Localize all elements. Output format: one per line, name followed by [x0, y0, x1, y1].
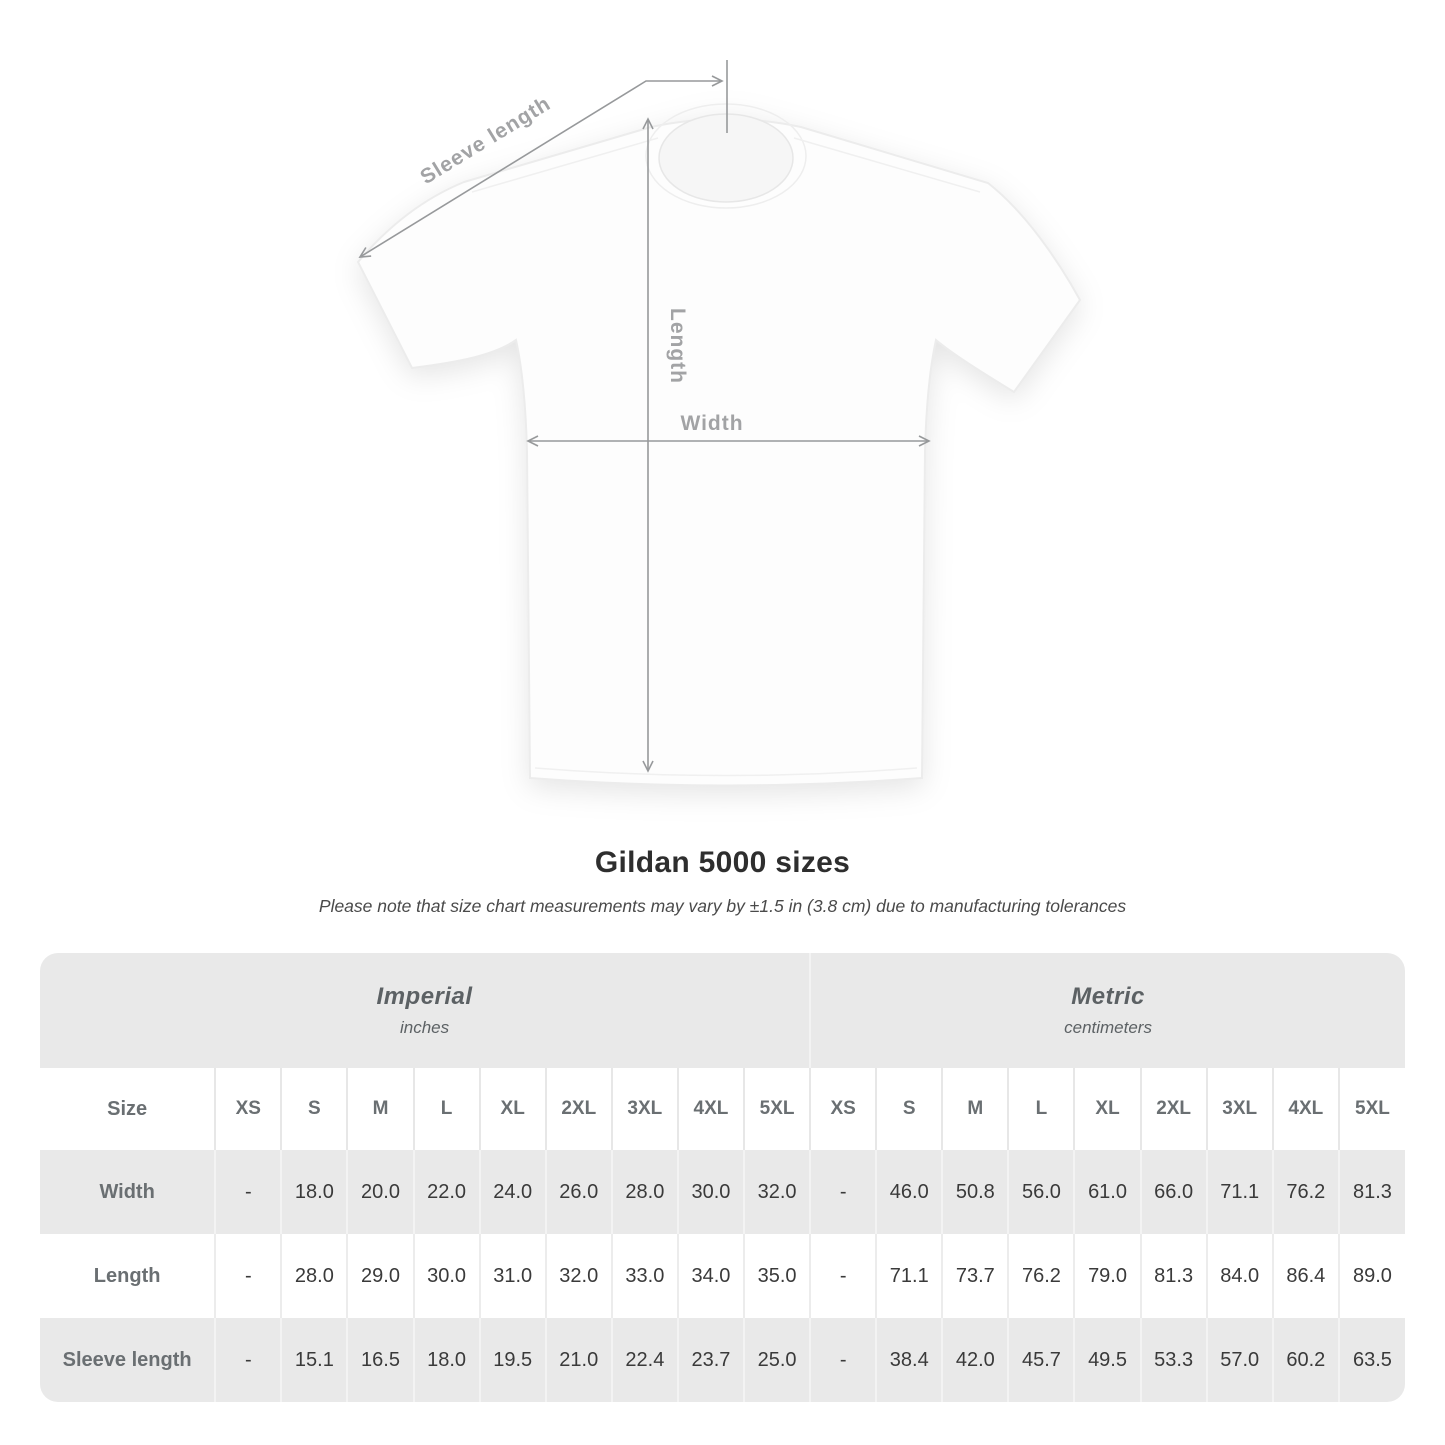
tolerance-note: Please note that size chart measurements… [318, 896, 1127, 916]
size-col-header-imperial-s: S [280, 1068, 348, 1150]
length-imperial-5xl: 35.0 [742, 1234, 811, 1318]
sleeve-metric-s: 38.4 [875, 1318, 943, 1402]
size-col-header-metric-4xl: 4XL [1271, 1068, 1339, 1150]
right-shoulder-seam [793, 137, 981, 193]
row-label-width: Width [99, 1180, 155, 1203]
length-imperial-2xl: 32.0 [544, 1234, 612, 1318]
size-col-header-imperial-m: M [346, 1068, 414, 1150]
sleeve-imperial-2xl: 21.0 [544, 1318, 612, 1402]
length-imperial-xl: 31.0 [478, 1234, 546, 1318]
width-label: Width [680, 412, 743, 435]
length-imperial-m: 29.0 [346, 1234, 414, 1318]
width-metric-l: 56.0 [1007, 1150, 1075, 1234]
size-col-header-metric-m: M [941, 1068, 1009, 1150]
width-metric-3xl: 71.1 [1205, 1150, 1273, 1234]
width-metric-5xl: 81.3 [1337, 1150, 1405, 1234]
table-row-width: Width - 18.0 20.0 22.0 24.0 26.0 28.0 30… [40, 1150, 1405, 1234]
length-metric-l: 76.2 [1007, 1234, 1075, 1318]
table-row-sleeve-length: Sleeve length - 15.1 16.5 18.0 19.5 21.0… [40, 1318, 1405, 1402]
imperial-group-header: Imperial inches [40, 953, 810, 1068]
width-imperial-s: 18.0 [280, 1150, 348, 1234]
size-col-header-metric-xl: XL [1073, 1068, 1141, 1150]
collar-neck-hole [658, 113, 794, 203]
width-imperial-4xl: 30.0 [676, 1150, 744, 1234]
unit-group-header-row: Imperial inches Metric centimeters [40, 953, 1405, 1068]
hem-seam [534, 767, 918, 777]
sleeve-imperial-3xl: 22.4 [610, 1318, 678, 1402]
length-imperial-4xl: 34.0 [676, 1234, 744, 1318]
width-metric-xs: - [809, 1150, 877, 1234]
length-imperial-l: 30.0 [412, 1234, 480, 1318]
size-col-header-metric-l: L [1007, 1068, 1075, 1150]
sleeve-imperial-xs: - [214, 1318, 282, 1402]
width-imperial-m: 20.0 [346, 1150, 414, 1234]
sleeve-metric-3xl: 57.0 [1205, 1318, 1273, 1402]
sleeve-metric-4xl: 60.2 [1271, 1318, 1339, 1402]
width-imperial-xs: - [214, 1150, 282, 1234]
width-imperial-5xl: 32.0 [742, 1150, 811, 1234]
size-col-header-imperial-xl: XL [478, 1068, 546, 1150]
size-col-header-imperial-4xl: 4XL [676, 1068, 744, 1150]
length-metric-5xl: 89.0 [1337, 1234, 1405, 1318]
length-metric-s: 71.1 [875, 1234, 943, 1318]
sleeve-imperial-5xl: 25.0 [742, 1318, 811, 1402]
length-metric-2xl: 81.3 [1139, 1234, 1207, 1318]
size-col-header-metric-2xl: 2XL [1139, 1068, 1207, 1150]
row-label-sleeve-length: Sleeve length [62, 1348, 192, 1371]
length-metric-xl: 79.0 [1073, 1234, 1141, 1318]
length-imperial-s: 28.0 [280, 1234, 348, 1318]
length-imperial-xs: - [214, 1234, 282, 1318]
length-imperial-3xl: 33.0 [610, 1234, 678, 1318]
sleeve-length-dimension-line [358, 75, 724, 258]
sleeve-metric-xl: 49.5 [1073, 1318, 1141, 1402]
sleeve-imperial-s: 15.1 [280, 1318, 348, 1402]
width-metric-s: 46.0 [875, 1150, 943, 1234]
tshirt-measurement-diagram: Sleeve length Length Width [356, 60, 1082, 787]
width-metric-m: 50.8 [941, 1150, 1009, 1234]
size-header-row: Size XS S M L XL 2XL 3XL 4XL 5XL XS S M … [40, 1068, 1405, 1150]
metric-group-header: Metric centimeters [809, 953, 1405, 1068]
metric-group-unit: centimeters [1064, 1018, 1152, 1037]
size-col-header-metric-xs: XS [809, 1068, 877, 1150]
page-title: Gildan 5000 sizes [594, 846, 851, 879]
size-col-header-imperial-xs: XS [214, 1068, 282, 1150]
sleeve-imperial-xl: 19.5 [478, 1318, 546, 1402]
sleeve-imperial-m: 16.5 [346, 1318, 414, 1402]
width-imperial-l: 22.0 [412, 1150, 480, 1234]
width-metric-4xl: 76.2 [1271, 1150, 1339, 1234]
size-col-header-imperial-3xl: 3XL [610, 1068, 678, 1150]
row-label-length: Length [93, 1264, 161, 1287]
sleeve-metric-5xl: 63.5 [1337, 1318, 1405, 1402]
metric-group-label: Metric [1071, 983, 1145, 1010]
tshirt-image [356, 103, 1082, 787]
width-imperial-3xl: 28.0 [610, 1150, 678, 1234]
length-metric-xs: - [809, 1234, 877, 1318]
length-metric-3xl: 84.0 [1205, 1234, 1273, 1318]
length-label: Length [666, 308, 689, 384]
width-metric-2xl: 66.0 [1139, 1150, 1207, 1234]
imperial-group-unit: inches [399, 1018, 450, 1037]
size-col-header-imperial-2xl: 2XL [544, 1068, 612, 1150]
imperial-group-label: Imperial [376, 983, 473, 1010]
size-col-header-imperial-l: L [412, 1068, 480, 1150]
size-col-header-imperial-5xl: 5XL [742, 1068, 811, 1150]
sleeve-metric-2xl: 53.3 [1139, 1318, 1207, 1402]
sleeve-imperial-4xl: 23.7 [676, 1318, 744, 1402]
sleeve-metric-l: 45.7 [1007, 1318, 1075, 1402]
size-col-header-metric-3xl: 3XL [1205, 1068, 1273, 1150]
width-metric-xl: 61.0 [1073, 1150, 1141, 1234]
width-imperial-xl: 24.0 [478, 1150, 546, 1234]
size-col-header-metric-s: S [875, 1068, 943, 1150]
size-col-header-metric-5xl: 5XL [1337, 1068, 1405, 1150]
size-table: Imperial inches Metric centimeters Size … [40, 953, 1405, 1402]
sleeve-imperial-l: 18.0 [412, 1318, 480, 1402]
size-corner-header: Size [107, 1097, 148, 1120]
width-imperial-2xl: 26.0 [544, 1150, 612, 1234]
length-metric-m: 73.7 [941, 1234, 1009, 1318]
table-row-length: Length - 28.0 29.0 30.0 31.0 32.0 33.0 3… [40, 1234, 1405, 1318]
length-metric-4xl: 86.4 [1271, 1234, 1339, 1318]
sleeve-metric-xs: - [809, 1318, 877, 1402]
sleeve-metric-m: 42.0 [941, 1318, 1009, 1402]
